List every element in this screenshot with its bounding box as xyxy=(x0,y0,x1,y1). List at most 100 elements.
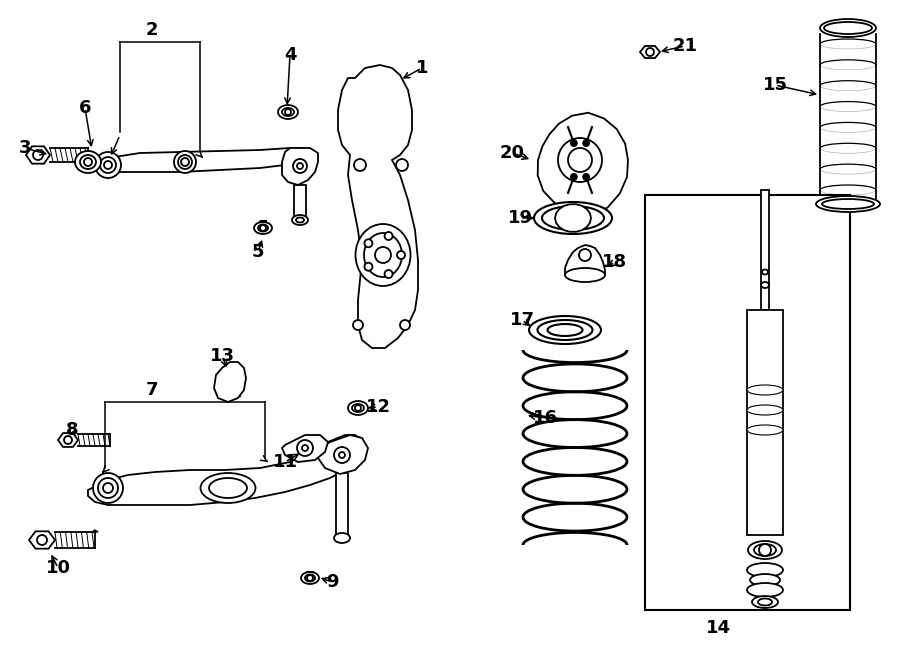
Ellipse shape xyxy=(747,583,783,597)
Ellipse shape xyxy=(747,563,783,577)
Circle shape xyxy=(571,174,577,180)
Bar xyxy=(645,195,850,610)
Ellipse shape xyxy=(352,404,364,412)
Ellipse shape xyxy=(334,533,350,543)
Ellipse shape xyxy=(98,478,118,498)
Ellipse shape xyxy=(301,572,319,584)
Ellipse shape xyxy=(537,320,592,340)
Ellipse shape xyxy=(542,206,604,230)
Circle shape xyxy=(302,445,308,451)
Text: 16: 16 xyxy=(533,409,557,427)
Ellipse shape xyxy=(254,222,272,234)
Polygon shape xyxy=(338,65,418,348)
Ellipse shape xyxy=(296,217,304,223)
Ellipse shape xyxy=(816,196,880,212)
Text: 15: 15 xyxy=(762,76,788,94)
Text: 13: 13 xyxy=(210,347,235,365)
Ellipse shape xyxy=(754,544,776,556)
Ellipse shape xyxy=(278,105,298,119)
Circle shape xyxy=(384,270,392,278)
Circle shape xyxy=(84,158,92,166)
Ellipse shape xyxy=(93,473,123,503)
Text: 10: 10 xyxy=(46,559,70,577)
Circle shape xyxy=(64,436,72,444)
Ellipse shape xyxy=(258,225,268,231)
Ellipse shape xyxy=(758,598,772,605)
Text: 3: 3 xyxy=(19,139,32,157)
Ellipse shape xyxy=(75,151,101,173)
Ellipse shape xyxy=(305,574,315,582)
Ellipse shape xyxy=(761,282,769,288)
Polygon shape xyxy=(565,245,605,275)
Text: 1: 1 xyxy=(416,59,428,77)
Circle shape xyxy=(297,440,313,456)
Ellipse shape xyxy=(747,385,783,395)
Circle shape xyxy=(339,452,345,458)
Ellipse shape xyxy=(292,215,308,225)
Text: 9: 9 xyxy=(326,573,338,591)
Ellipse shape xyxy=(100,157,116,173)
Circle shape xyxy=(103,483,113,493)
Circle shape xyxy=(33,150,43,160)
Circle shape xyxy=(37,535,47,545)
Circle shape xyxy=(307,575,313,581)
Ellipse shape xyxy=(824,22,872,34)
Ellipse shape xyxy=(747,425,783,435)
Ellipse shape xyxy=(822,199,874,209)
Circle shape xyxy=(260,225,266,231)
Polygon shape xyxy=(214,362,246,402)
Text: 20: 20 xyxy=(500,144,525,162)
Polygon shape xyxy=(88,435,362,505)
Polygon shape xyxy=(282,435,328,462)
Circle shape xyxy=(558,138,602,182)
Text: 11: 11 xyxy=(273,453,298,471)
Ellipse shape xyxy=(752,596,778,608)
Ellipse shape xyxy=(348,401,368,415)
Circle shape xyxy=(400,320,410,330)
Bar xyxy=(761,190,769,310)
Circle shape xyxy=(181,158,189,166)
Text: 2: 2 xyxy=(146,21,158,39)
Circle shape xyxy=(104,161,112,169)
Ellipse shape xyxy=(201,473,256,503)
Ellipse shape xyxy=(747,405,783,415)
Ellipse shape xyxy=(529,316,601,344)
Circle shape xyxy=(353,320,363,330)
Text: 5: 5 xyxy=(252,243,265,261)
Text: 21: 21 xyxy=(672,37,698,55)
Circle shape xyxy=(583,140,590,146)
Polygon shape xyxy=(29,531,55,549)
Text: 4: 4 xyxy=(284,46,296,64)
Text: 19: 19 xyxy=(508,209,533,227)
Ellipse shape xyxy=(282,108,294,116)
Circle shape xyxy=(355,405,361,411)
Polygon shape xyxy=(26,146,50,164)
Polygon shape xyxy=(282,148,318,185)
Circle shape xyxy=(646,48,654,56)
Circle shape xyxy=(293,159,307,173)
Circle shape xyxy=(583,174,590,180)
Ellipse shape xyxy=(209,478,247,498)
Text: 8: 8 xyxy=(66,421,78,439)
Circle shape xyxy=(397,251,405,259)
Ellipse shape xyxy=(547,324,582,336)
Ellipse shape xyxy=(174,151,196,173)
Polygon shape xyxy=(537,113,628,214)
Text: 12: 12 xyxy=(365,398,391,416)
Circle shape xyxy=(364,263,373,271)
Ellipse shape xyxy=(534,202,612,234)
Circle shape xyxy=(571,140,577,146)
Polygon shape xyxy=(318,435,368,474)
Text: 6: 6 xyxy=(79,99,91,117)
Circle shape xyxy=(759,544,771,556)
Polygon shape xyxy=(294,185,306,218)
Circle shape xyxy=(384,232,392,240)
Ellipse shape xyxy=(565,268,605,282)
Circle shape xyxy=(396,159,408,171)
Bar xyxy=(747,310,783,535)
Ellipse shape xyxy=(820,19,876,37)
Polygon shape xyxy=(640,46,660,58)
Text: 18: 18 xyxy=(602,253,627,271)
Text: 17: 17 xyxy=(509,311,535,329)
Ellipse shape xyxy=(178,155,192,169)
